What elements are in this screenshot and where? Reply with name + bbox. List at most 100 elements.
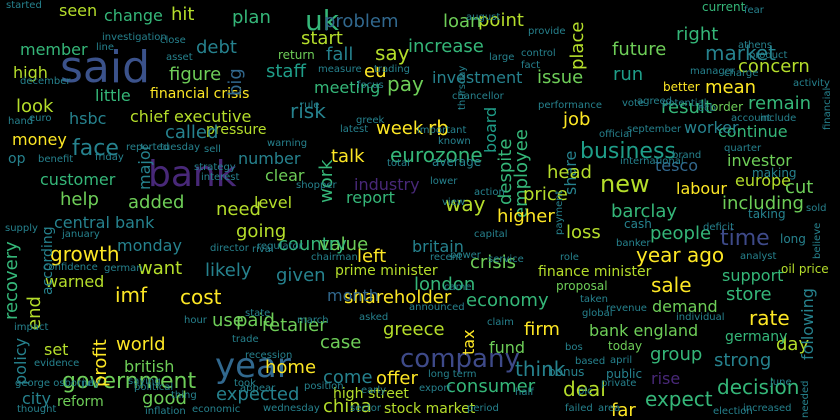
word-chairman: chairman: [311, 252, 358, 263]
word-vote: vote: [622, 98, 644, 109]
word-international: international: [620, 156, 684, 167]
word-loan: loan: [443, 11, 481, 32]
word-came: came: [444, 282, 472, 293]
word-cut: cut: [785, 177, 813, 198]
word-thing: thing: [171, 390, 197, 401]
word-germany: germany: [725, 329, 787, 345]
word-return: return: [278, 48, 315, 62]
word-london: london: [414, 274, 475, 295]
word-total: total: [387, 158, 410, 169]
word-shareholder: shareholder: [344, 287, 452, 308]
word-half: half: [515, 387, 534, 398]
word-fear: fear: [744, 5, 765, 16]
word-far: far: [611, 400, 636, 420]
word-staff: staff: [266, 61, 306, 82]
word-rb: rb: [428, 116, 449, 140]
word-level: level: [254, 193, 292, 212]
word-order: order: [711, 100, 743, 114]
word-german: german: [104, 263, 143, 274]
word-come: come: [323, 367, 373, 388]
word-chief-executive: chief executive: [130, 107, 251, 126]
word-britain: britain: [412, 237, 464, 256]
word-appear: appear: [240, 383, 276, 394]
word-consumer: consumer: [446, 376, 536, 397]
word-friday: friday: [95, 152, 124, 163]
word-position: position: [304, 381, 344, 392]
word-chancellor: chancellor: [452, 91, 505, 102]
word-charge: charge: [724, 68, 758, 79]
word-right: right: [676, 24, 718, 45]
word-group: group: [650, 344, 702, 365]
word-provide: provide: [528, 26, 566, 37]
word-report: report: [346, 188, 395, 207]
word-retailer: retailer: [262, 315, 327, 336]
word-home: home: [265, 357, 316, 378]
word-pressure: pressure: [206, 122, 266, 138]
word-company: company: [400, 344, 520, 374]
word-reported: reported: [126, 142, 169, 153]
word-concern: concern: [738, 56, 810, 77]
word-say: say: [375, 41, 410, 65]
word-lower: lower: [430, 176, 458, 187]
word-official: official: [599, 129, 632, 140]
word-high: high: [13, 63, 48, 82]
word-view: view: [442, 197, 465, 208]
word-worker: worker: [684, 118, 739, 137]
word-close: close: [160, 35, 186, 46]
word-demand: demand: [652, 297, 718, 316]
word-day: day: [776, 334, 809, 355]
word-september: september: [627, 124, 682, 135]
word-following: following: [798, 288, 817, 360]
word-strategy: strategy: [194, 162, 236, 173]
word-offer: offer: [376, 368, 418, 389]
word-expect: expect: [645, 387, 713, 411]
word-known: known: [438, 136, 471, 147]
word-labour: labour: [676, 179, 727, 198]
word-value: value: [319, 234, 368, 255]
word-manager: manager: [690, 66, 736, 77]
word-asset: asset: [166, 52, 193, 63]
word-price: price: [523, 184, 568, 205]
word-uk: uk: [305, 4, 340, 37]
word-member: member: [20, 40, 88, 59]
word-supply: supply: [5, 223, 38, 234]
word-performance: performance: [538, 100, 602, 111]
word-sale: sale: [651, 273, 692, 297]
word-called: called: [165, 122, 218, 143]
word-debt: debt: [196, 37, 237, 58]
word-believe: believe: [812, 223, 823, 259]
word-rise: rise: [651, 369, 680, 388]
word-failed: failed: [565, 403, 593, 414]
word-service: service: [488, 254, 524, 265]
word-board: board: [481, 107, 500, 153]
word-central-bank: central bank: [54, 213, 155, 232]
word-action: action: [474, 187, 505, 198]
word-activity: activity: [793, 78, 830, 89]
word-saying: saying: [128, 376, 161, 387]
word-decision: decision: [717, 375, 799, 399]
word-financial: financial: [822, 88, 833, 130]
word-think: think: [515, 357, 566, 381]
word-election: election: [713, 406, 753, 417]
word-year: year: [215, 346, 291, 386]
word-europe: europe: [735, 171, 791, 190]
word-announced: announced: [409, 302, 465, 313]
word-recession: recession: [245, 350, 292, 361]
word-talk: talk: [331, 146, 365, 167]
word-january: january: [61, 229, 100, 240]
word-use: use: [212, 310, 244, 331]
word-economic: economic: [192, 404, 240, 415]
word-bonus: bonus: [548, 365, 584, 379]
word-director: director: [210, 243, 250, 254]
word-need: need: [216, 199, 261, 220]
word-greece: greece: [383, 319, 445, 340]
word-end: end: [24, 296, 45, 330]
word-increase: increase: [408, 36, 484, 57]
word-place: place: [567, 22, 588, 70]
word-point: point: [478, 10, 524, 31]
word-line: line: [96, 42, 114, 53]
word-year-ago: year ago: [636, 243, 724, 267]
word-city: city: [22, 389, 51, 408]
word-agreed: agreed: [637, 96, 672, 107]
word-global: global: [582, 308, 613, 319]
